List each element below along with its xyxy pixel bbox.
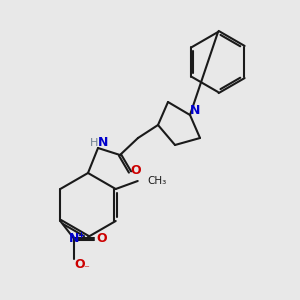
Text: ⁻: ⁻ — [83, 264, 89, 274]
Text: CH₃: CH₃ — [148, 176, 167, 186]
Text: N: N — [190, 104, 200, 118]
Text: N: N — [69, 232, 80, 245]
Text: O: O — [131, 164, 141, 178]
Text: +: + — [77, 230, 84, 239]
Text: H: H — [90, 138, 98, 148]
Text: N: N — [98, 136, 108, 149]
Text: O: O — [74, 259, 85, 272]
Text: O: O — [96, 232, 106, 245]
